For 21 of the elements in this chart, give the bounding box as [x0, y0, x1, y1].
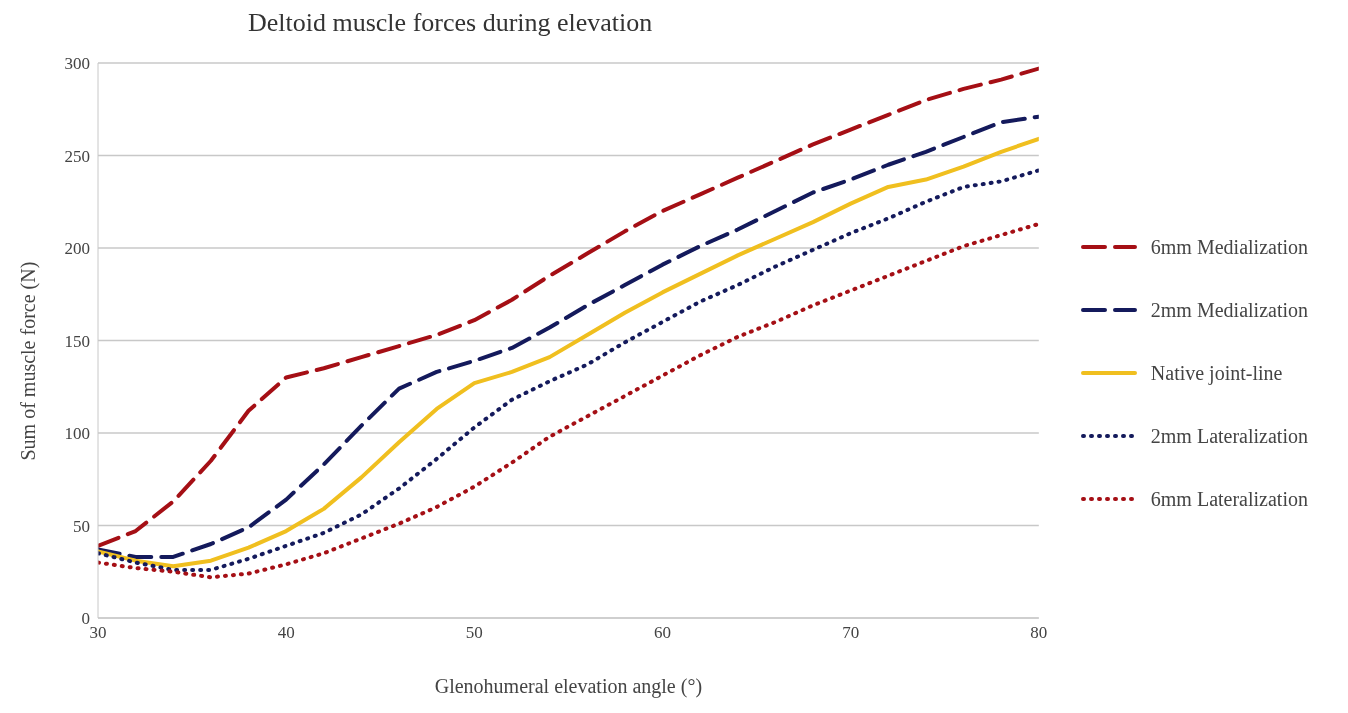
- y-tick-label: 50: [73, 516, 90, 536]
- y-tick-label: 250: [64, 146, 90, 166]
- x-tick-label: 40: [277, 623, 295, 643]
- legend-label: 6mm Medialization: [1150, 235, 1308, 259]
- y-axis-title: Sum of muscle force (N): [17, 261, 41, 461]
- legend-label: 2mm Medialization: [1150, 298, 1308, 322]
- x-axis-title: Glenohumeral elevation angle (°): [434, 675, 703, 698]
- x-tick-label: 80: [1030, 623, 1048, 643]
- x-tick-label: 60: [653, 623, 671, 643]
- x-tick-label: 70: [842, 623, 860, 643]
- legend-label: Native joint-line: [1150, 361, 1283, 385]
- y-tick-label: 300: [64, 54, 90, 74]
- legend-label: 6mm Lateralization: [1150, 487, 1308, 511]
- legend-label: 2mm Lateralization: [1150, 424, 1308, 448]
- x-tick-label: 30: [89, 623, 107, 643]
- x-tick-label: 50: [465, 623, 483, 643]
- y-tick-label: 150: [64, 331, 90, 351]
- y-tick-label: 200: [64, 239, 90, 259]
- chart-title: Deltoid muscle forces during elevation: [248, 8, 654, 39]
- y-tick-label: 100: [64, 424, 90, 444]
- y-tick-label: 0: [81, 609, 90, 629]
